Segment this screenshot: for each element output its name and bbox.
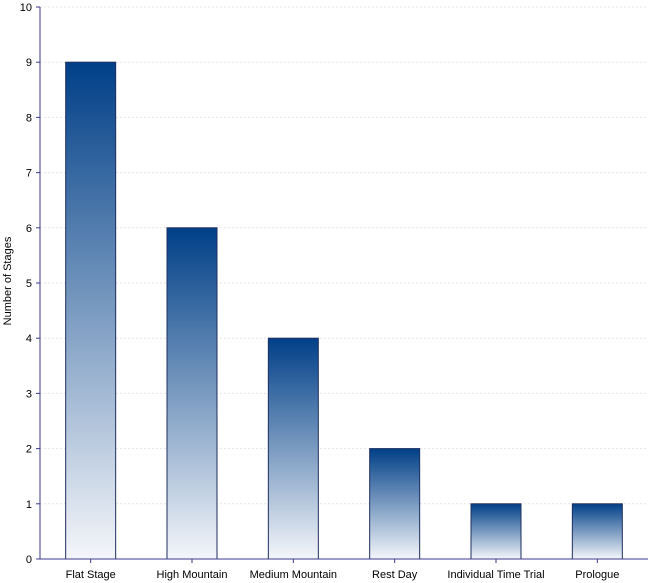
- x-category-label: Medium Mountain: [250, 569, 337, 581]
- y-tick-label: 0: [26, 554, 32, 566]
- x-category-label: Rest Day: [372, 569, 418, 581]
- y-tick-label: 1: [26, 499, 32, 511]
- x-category-labels: Flat Stage High Mountain Medium Mountain Re…: [66, 559, 619, 581]
- y-tick-label: 2: [26, 444, 32, 456]
- bar-rest-day: [369, 448, 421, 560]
- y-tick-label: 3: [26, 388, 32, 400]
- y-tick-label: 5: [26, 278, 32, 290]
- bar-medium-mountain: [267, 337, 319, 560]
- y-tick-label: 7: [26, 168, 32, 180]
- y-axis-title: Number of Stages: [2, 236, 14, 325]
- y-tick-label: 9: [26, 57, 32, 69]
- x-category-label: Prologue: [575, 569, 619, 581]
- bar-individual-time-trial: [470, 503, 522, 560]
- gridlines: [40, 6, 648, 505]
- bar-prologue: [571, 503, 623, 560]
- y-tick-label: 10: [20, 2, 32, 14]
- y-tick-label: 8: [26, 112, 32, 124]
- bar-flat-stage: [65, 61, 117, 560]
- bars: [65, 61, 623, 560]
- x-category-label: Individual Time Trial: [447, 569, 544, 581]
- bar-high-mountain: [166, 227, 218, 560]
- x-category-label: High Mountain: [157, 569, 228, 581]
- y-tick-label: 4: [26, 333, 32, 345]
- y-tick-labels: 0 1 2 3 4 5 6 7 8 9 10: [20, 2, 40, 566]
- y-tick-label: 6: [26, 223, 32, 235]
- x-category-label: Flat Stage: [66, 569, 116, 581]
